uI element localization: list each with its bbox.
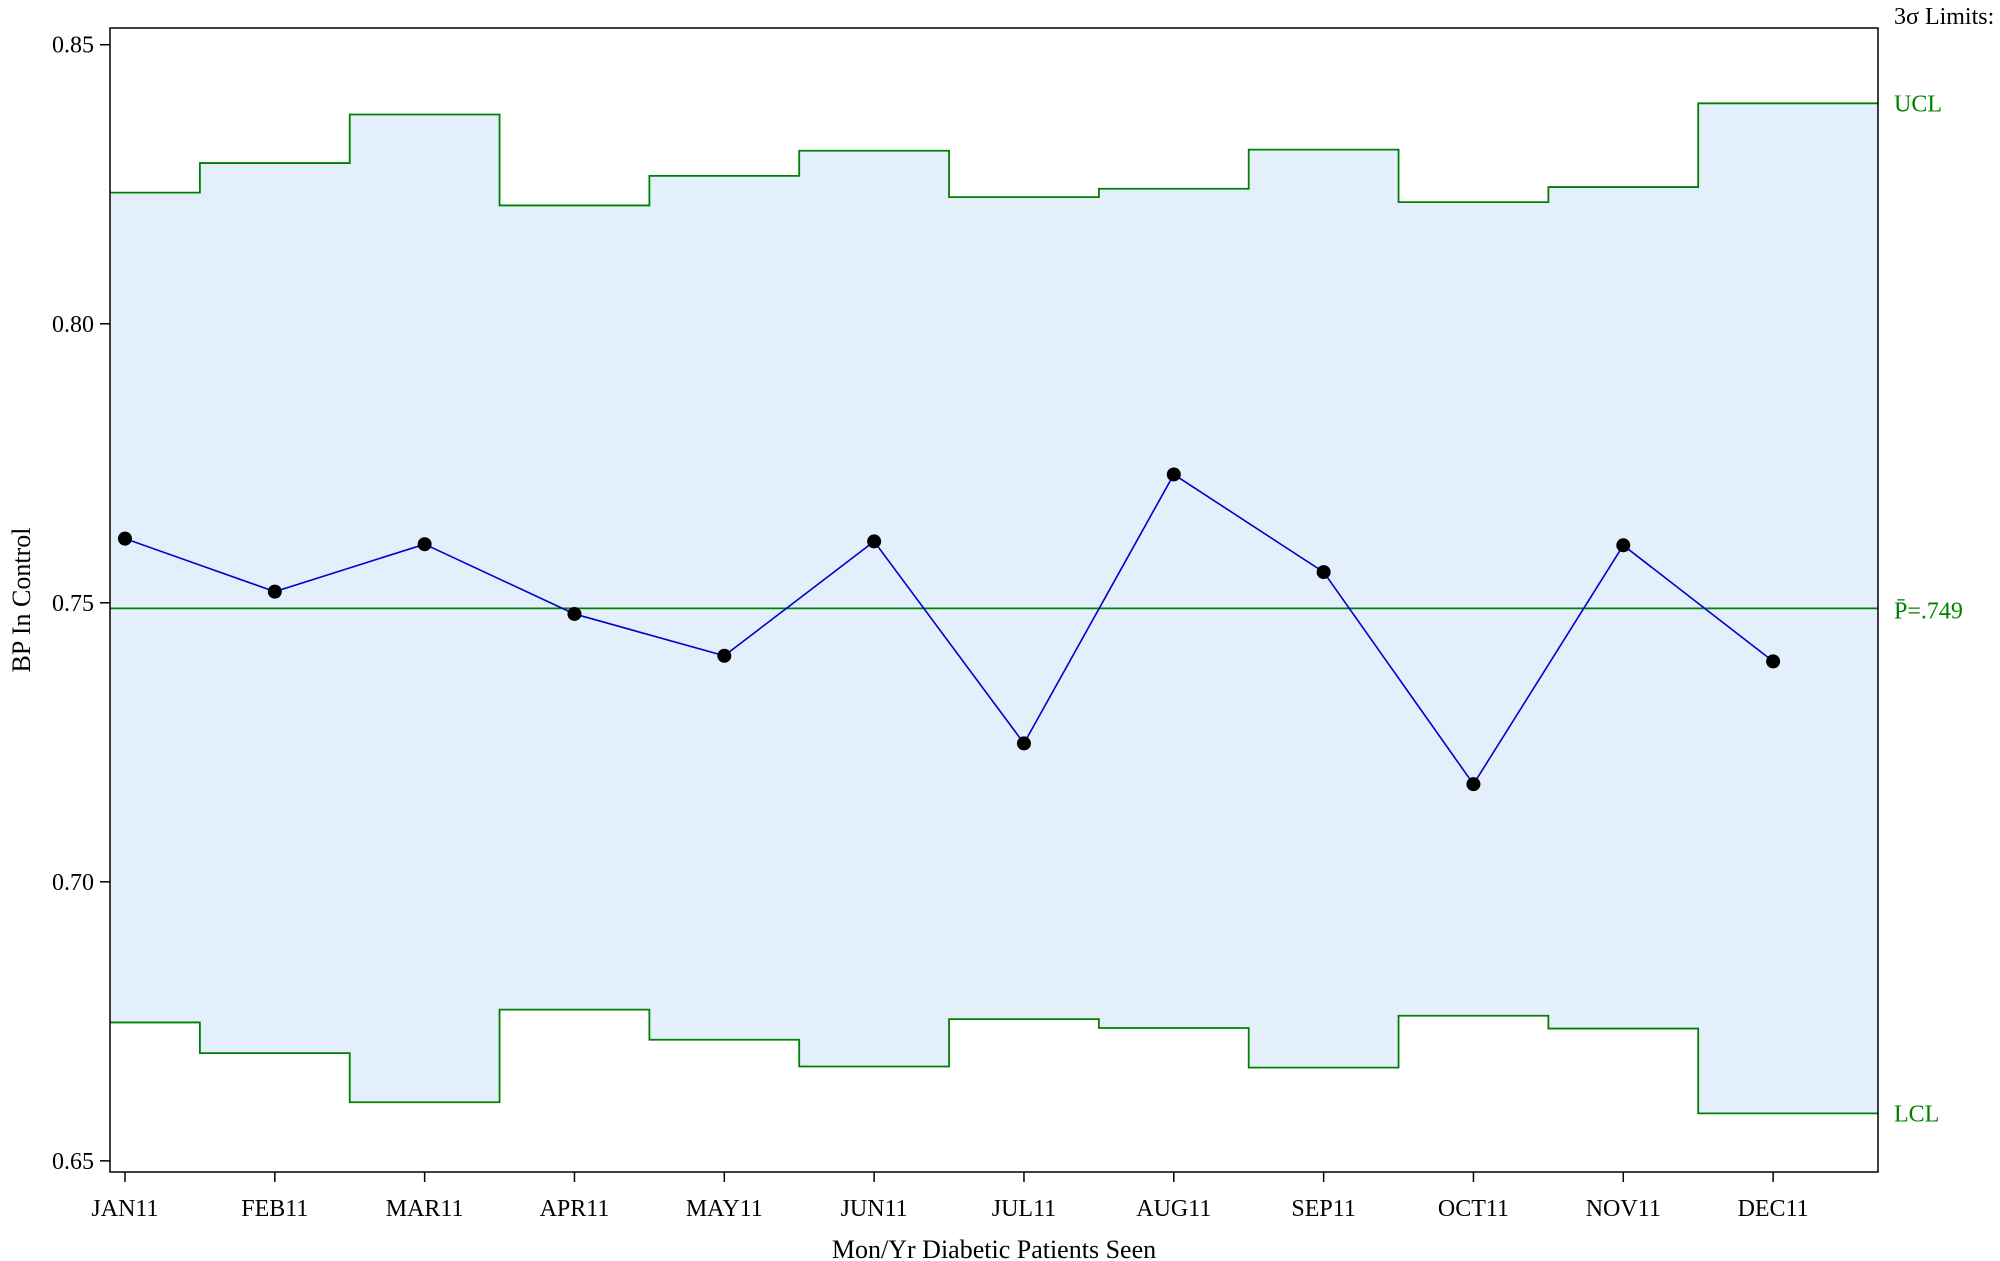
data-point-may11	[717, 648, 732, 663]
x-tick-label: MAY11	[686, 1196, 763, 1222]
data-point-feb11	[267, 584, 282, 599]
x-axis-title: Mon/Yr Diabetic Patients Seen	[832, 1235, 1156, 1261]
data-series-layer	[117, 467, 1781, 792]
x-tick-label: JUL11	[992, 1196, 1056, 1222]
lcl-line	[110, 1008, 1878, 1115]
data-point-dec11	[1766, 654, 1781, 669]
y-tick-label: 0.65	[52, 1149, 94, 1175]
data-point-jan11	[117, 531, 132, 546]
x-tick-label: APR11	[540, 1196, 610, 1222]
x-tick-label: OCT11	[1438, 1196, 1509, 1222]
y-tick-label: 0.85	[52, 33, 94, 59]
x-tick-label: NOV11	[1586, 1196, 1661, 1222]
x-tick-label: AUG11	[1136, 1196, 1211, 1222]
ucl-line	[110, 102, 1878, 207]
x-tick-label: FEB11	[241, 1196, 308, 1222]
y-tick-label: 0.70	[52, 870, 94, 896]
x-tick-label: DEC11	[1738, 1196, 1809, 1222]
data-point-apr11	[567, 606, 582, 621]
x-tick-label: SEP11	[1291, 1196, 1355, 1222]
data-point-mar11	[417, 537, 432, 552]
y-axis: 0.65 0.70 0.75 0.80 0.85	[52, 33, 110, 1175]
center-line-label: P̄=.749	[1894, 598, 1963, 624]
y-tick-label: 0.75	[52, 591, 94, 617]
lcl-label: LCL	[1894, 1101, 1939, 1127]
data-point-jul11	[1016, 736, 1031, 751]
data-point-nov11	[1616, 538, 1631, 553]
y-axis-title: BP In Control	[7, 528, 36, 673]
x-axis: JAN11 FEB11 MAR11 APR11 MAY11 JUN11 JUL11 AUG11…	[91, 1172, 1809, 1222]
x-tick-label: JUN11	[841, 1196, 908, 1222]
ucl-label: UCL	[1894, 91, 1942, 117]
x-tick-label: JAN11	[91, 1196, 158, 1222]
y-tick-label: 0.80	[52, 312, 94, 338]
series-line	[124, 473, 1774, 786]
limits-title: 3σ Limits:	[1894, 4, 1994, 30]
data-point-aug11	[1166, 467, 1181, 482]
data-point-oct11	[1466, 777, 1481, 792]
plot-frame	[109, 27, 1879, 1173]
data-point-jun11	[867, 534, 882, 549]
data-point-sep11	[1316, 565, 1331, 580]
x-tick-label: MAR11	[386, 1196, 464, 1222]
